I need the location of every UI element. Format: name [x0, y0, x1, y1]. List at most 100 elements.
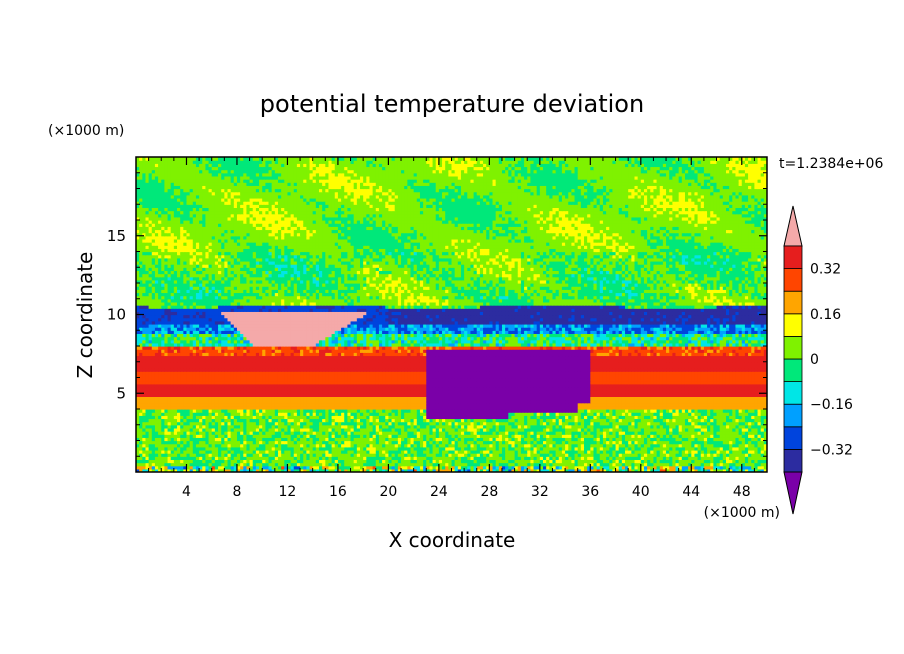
contour-cell [419, 465, 424, 470]
contour-cell [334, 446, 339, 451]
contour-cell [599, 468, 604, 472]
contour-cell [445, 443, 449, 448]
contour-cell [369, 468, 374, 472]
contour-cell [344, 453, 348, 457]
contour-cell [154, 459, 159, 464]
contour-cell [318, 443, 323, 448]
contour-cell [539, 443, 544, 448]
contour-cell [139, 431, 143, 435]
contour-cell [337, 453, 342, 457]
contour-cell [154, 449, 159, 454]
contour-cell [243, 456, 248, 460]
contour-cell [662, 434, 667, 438]
contour-cell [631, 440, 636, 445]
contour-cell [214, 459, 219, 464]
contour-cell [151, 459, 156, 464]
contour-cell [360, 459, 364, 464]
contour-cell [725, 453, 730, 457]
contour-cell [142, 443, 147, 448]
contour-cell [754, 459, 759, 464]
contour-cell [549, 453, 554, 457]
contour-cell [678, 462, 683, 467]
contour-cell [580, 437, 585, 442]
contour-cell [596, 459, 601, 464]
contour-cell [205, 446, 210, 451]
contour-cell [404, 468, 408, 472]
contour-cell [284, 440, 289, 445]
contour-cell [173, 437, 178, 442]
contour-cell [211, 449, 216, 454]
contour-cell [722, 453, 727, 457]
contour-cell [429, 468, 434, 472]
contour-cell [653, 462, 658, 467]
contour-cell [318, 453, 323, 457]
contour-cell [334, 443, 339, 448]
contour-cell [719, 456, 724, 460]
contour-cell [574, 465, 579, 470]
contour-cell [539, 456, 544, 460]
contour-cell [571, 468, 576, 472]
contour-cell [457, 456, 462, 460]
contour-cell [385, 443, 389, 448]
contour-cell [139, 465, 143, 470]
contour-cell [429, 449, 434, 454]
contour-cell [741, 440, 746, 445]
contour-cell [164, 440, 169, 445]
contour-cell [716, 449, 721, 454]
contour-cell [568, 434, 572, 438]
contour-cell [350, 462, 355, 467]
contour-cell [555, 437, 560, 442]
contour-cell [363, 468, 367, 472]
contour-cell [300, 434, 304, 438]
contour-cell [136, 459, 140, 464]
contour-cell [539, 434, 544, 438]
contour-cell [498, 434, 503, 438]
contour-cell [186, 468, 191, 472]
contour-cell [416, 449, 421, 454]
contour-cell [195, 437, 200, 442]
contour-cell [464, 437, 468, 442]
contour-cell [593, 437, 598, 442]
contour-cell [435, 449, 440, 454]
contour-cell [700, 443, 705, 448]
contour-cell [265, 459, 270, 464]
contour-cell [729, 453, 733, 457]
contour-cell [271, 437, 276, 442]
contour-cell [315, 446, 320, 451]
contour-cell [372, 468, 377, 472]
contour-cell [751, 456, 755, 460]
contour-cell [681, 434, 686, 438]
contour-cell [691, 456, 696, 460]
contour-cell [322, 465, 326, 470]
contour-cell [599, 434, 604, 438]
contour-cell [451, 456, 456, 460]
contour-cell [760, 459, 765, 464]
contour-cell [416, 446, 421, 451]
contour-cell [382, 453, 386, 457]
contour-cell [397, 462, 402, 467]
contour-cell [467, 449, 472, 454]
contour-cell [423, 440, 427, 445]
contour-cell [322, 456, 326, 460]
contour-cell [221, 440, 225, 445]
contour-cell [543, 449, 547, 454]
contour-cell [678, 453, 683, 457]
contour-cell [227, 449, 232, 454]
contour-cell [189, 462, 194, 467]
contour-cell [192, 449, 197, 454]
contour-cell [199, 468, 203, 472]
contour-cell [442, 437, 446, 442]
contour-cell [318, 459, 323, 464]
contour-cell [552, 446, 557, 451]
contour-cell [555, 453, 560, 457]
contour-cell [195, 449, 200, 454]
contour-cell [738, 446, 743, 451]
contour-cell [492, 459, 497, 464]
contour-cell [486, 459, 490, 464]
contour-cell [757, 456, 762, 460]
contour-cell [741, 446, 746, 451]
contour-cell [224, 462, 229, 467]
contour-cell [533, 446, 538, 451]
contour-cell [612, 462, 617, 467]
contour-cell [697, 459, 702, 464]
